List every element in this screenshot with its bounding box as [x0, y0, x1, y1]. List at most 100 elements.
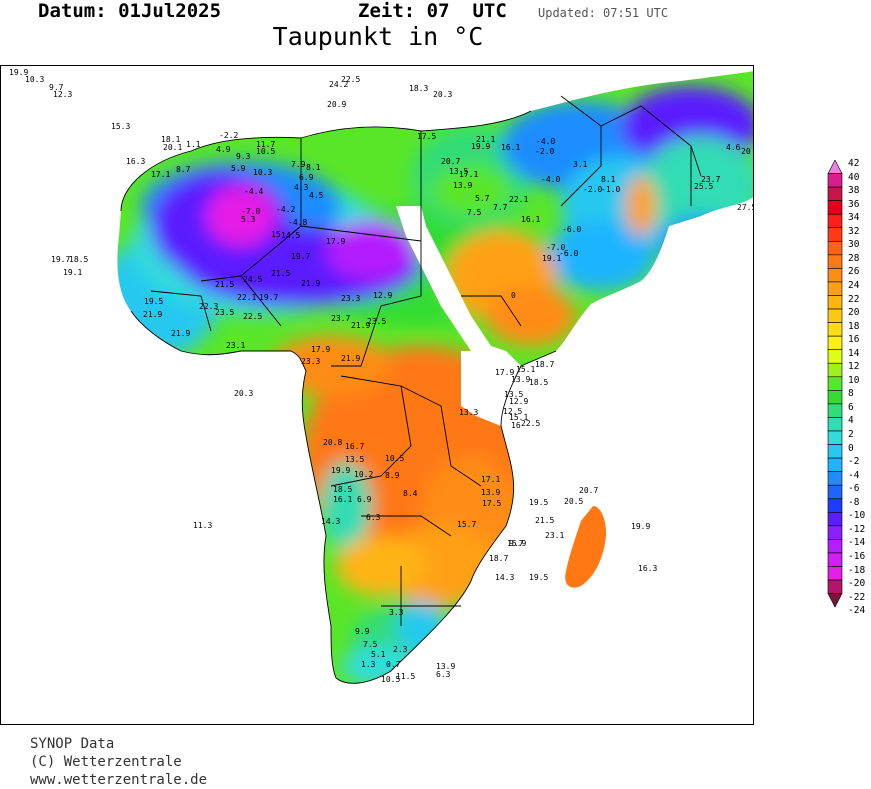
date-heading: Datum: 01Jul2025 — [38, 0, 221, 22]
station-value: 16 — [511, 421, 521, 430]
station-value: -7.0 — [241, 207, 261, 216]
station-value: -2.2 — [219, 131, 239, 140]
station-value: 15.3 — [111, 122, 131, 131]
station-value: 5.7 — [475, 194, 490, 203]
station-value: 7.9 — [291, 160, 306, 169]
station-value: 0 — [511, 291, 516, 300]
station-value: 16.3 — [638, 564, 658, 573]
station-value: 12.9 — [373, 291, 393, 300]
footer-credits: SYNOP Data (C) Wetterzentrale www.wetterze… — [30, 735, 207, 789]
station-value: 23.3 — [301, 357, 321, 366]
datum-value: 01Jul2025 — [118, 0, 222, 22]
station-value: 5.3 — [241, 215, 256, 224]
station-value: 4.9 — [216, 145, 231, 154]
station-value: 18.5 — [529, 378, 549, 387]
legend-swatch — [827, 173, 843, 188]
map-canvas — [1, 66, 753, 724]
station-value: 9.7 — [509, 539, 524, 548]
station-value: 2.3 — [393, 645, 408, 654]
legend-label: 6 — [848, 401, 854, 413]
legend-label: 8 — [848, 388, 854, 400]
zeit-label: Zeit: — [358, 0, 416, 22]
station-value: -4.0 — [536, 137, 556, 146]
legend-swatch — [827, 268, 843, 283]
station-value: 21.5 — [271, 269, 291, 278]
station-value: 20.9 — [327, 100, 347, 109]
station-value: 20.1 — [163, 143, 183, 152]
station-value: 8.4 — [403, 489, 418, 498]
station-value: 17.1 — [151, 170, 171, 179]
station-value: 6.3 — [366, 513, 381, 522]
station-value: 20.3 — [433, 90, 453, 99]
legend-label: -16 — [848, 550, 866, 562]
legend-label: 34 — [848, 212, 860, 224]
legend-label: 42 — [848, 158, 860, 169]
station-value: 21.9 — [341, 354, 361, 363]
station-value: 19.7 — [291, 252, 311, 261]
station-value: 21.5 — [535, 516, 555, 525]
footer-copyright: (C) Wetterzentrale — [30, 754, 182, 770]
legend-label: 30 — [848, 239, 860, 251]
station-value: 8.1 — [601, 175, 616, 184]
legend-swatch — [827, 579, 843, 594]
time-heading: Zeit: 07 UTC — [358, 0, 507, 22]
mediterranean-mask — [361, 66, 521, 121]
station-value: 17.9 — [326, 237, 346, 246]
station-value: 11.7 — [256, 140, 276, 149]
station-value: 17.1 — [459, 170, 479, 179]
legend-swatch — [827, 241, 843, 256]
station-value: 23.3 — [341, 294, 361, 303]
station-value: 18.1 — [161, 135, 181, 144]
legend-label: -2 — [848, 456, 860, 468]
legend-swatch — [827, 159, 843, 174]
legend-swatch — [827, 484, 843, 500]
legend-swatch — [827, 525, 843, 540]
red-sea-mask — [396, 206, 506, 366]
station-value: 22.1 — [509, 195, 529, 204]
station-value: 19.5 — [529, 573, 549, 582]
station-value: 14.3 — [321, 517, 341, 526]
station-value: 15.9 — [507, 539, 527, 548]
station-value: 12.5 — [503, 407, 523, 416]
station-value: 13.5 — [449, 167, 469, 176]
legend-swatch — [827, 471, 843, 486]
station-value: 23.7 — [331, 314, 351, 323]
station-value: 3.1 — [573, 160, 588, 169]
station-value: 8.7 — [176, 165, 191, 174]
station-value: 18.7 — [535, 360, 555, 369]
station-value: 20.5 — [564, 497, 584, 506]
station-value: -2.0 — [535, 147, 555, 156]
station-value: 17.9 — [311, 345, 331, 354]
station-value: 18.5 — [333, 485, 353, 494]
legend-swatch — [827, 254, 843, 269]
station-value: 8.1 — [306, 163, 321, 172]
station-value: 13.9 — [511, 375, 531, 384]
legend-swatch — [827, 498, 843, 513]
station-value: 6.3 — [436, 670, 451, 679]
station-value: 15.1 — [509, 413, 529, 422]
station-value: 16.7 — [345, 442, 365, 451]
station-value: 17.5 — [417, 132, 437, 141]
station-value: 9.7 — [49, 83, 64, 92]
legend-swatch — [827, 295, 843, 310]
legend-swatch — [827, 539, 843, 554]
station-value: 3.3 — [389, 608, 404, 617]
station-value: 9.9 — [355, 627, 370, 636]
legend-swatch — [827, 227, 843, 242]
station-value: 13.9 — [481, 488, 501, 497]
legend-label: 14 — [848, 347, 860, 359]
station-value: 16.1 — [501, 143, 521, 152]
station-value: 23.5 — [215, 308, 235, 317]
station-value: 27.5 — [737, 203, 753, 212]
zeit-unit: UTC — [472, 0, 507, 22]
station-value: 14.5 — [281, 231, 301, 240]
legend-label: 10 — [848, 374, 860, 386]
station-value: 22.5 — [521, 419, 541, 428]
station-value: 7.5 — [467, 208, 482, 217]
station-value: 15.7 — [457, 520, 477, 529]
station-value: 13.5 — [345, 455, 365, 464]
station-value: 21.5 — [215, 280, 235, 289]
footer-url: www.wetterzentrale.de — [30, 772, 208, 788]
station-value: 21.9 — [143, 310, 163, 319]
station-value: 4.3 — [294, 183, 309, 192]
